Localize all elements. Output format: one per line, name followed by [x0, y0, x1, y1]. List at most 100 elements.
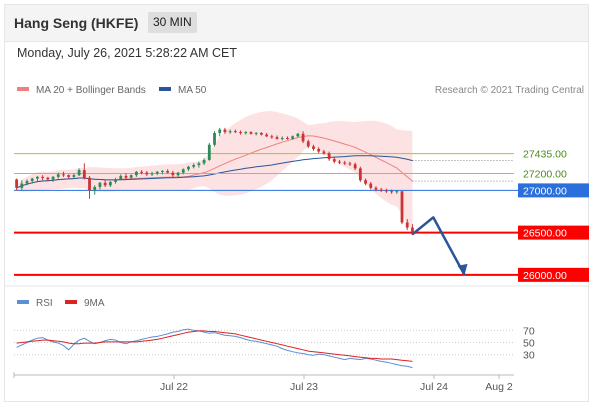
candle-body	[233, 131, 237, 133]
chart-widget: Hang Seng (HKFE) 30 MIN Monday, July 26,…	[4, 4, 589, 402]
candle-body	[41, 176, 45, 178]
candle-body	[82, 170, 86, 178]
candle-body	[62, 174, 65, 176]
candle-body	[20, 183, 24, 188]
legend-swatch-2	[159, 87, 171, 91]
candle-body	[364, 180, 367, 184]
candle-body	[306, 141, 310, 147]
candle-body	[98, 182, 102, 188]
candle-body	[207, 144, 211, 160]
x-axis-tick-label: Aug 2	[485, 381, 513, 393]
candle-body	[265, 134, 269, 137]
support-level-label: 26000.00	[523, 270, 567, 282]
candle-body	[374, 187, 378, 190]
candle-body	[145, 172, 149, 175]
candle-body	[103, 182, 107, 186]
candle-body	[108, 181, 112, 186]
candle-body	[114, 179, 117, 182]
candle-body	[155, 171, 159, 174]
rsi-legend-swatch-1	[17, 300, 29, 304]
candle-body	[332, 159, 336, 162]
candle-body	[327, 153, 331, 160]
candle-body	[379, 189, 383, 191]
candle-body	[254, 132, 258, 134]
x-axis-tick-label: Jul 23	[290, 381, 318, 393]
candle-body	[150, 173, 154, 175]
bollinger-band	[16, 111, 413, 232]
candle-body	[338, 161, 341, 163]
candle-body	[197, 163, 201, 166]
support-level-tag	[518, 267, 589, 282]
candle-body	[129, 175, 133, 178]
candle-body	[223, 129, 227, 133]
forecast-arrowhead	[457, 263, 468, 275]
candle-body	[353, 164, 357, 169]
candle-body	[301, 133, 305, 142]
candle-body	[249, 132, 253, 134]
candle-body	[181, 169, 185, 173]
candle-body	[46, 177, 50, 180]
candle-body	[400, 191, 404, 223]
rsi-tick-label: 50	[523, 338, 535, 350]
candle-body	[166, 170, 170, 173]
candle-body	[239, 132, 242, 134]
candle-body	[259, 132, 263, 135]
candle-body	[30, 178, 34, 182]
support-level-label: 26500.00	[523, 228, 567, 240]
x-axis-tick-label: Jul 22	[160, 381, 188, 393]
candle-body	[291, 136, 295, 139]
rsi-legend-label-1: RSI	[36, 298, 53, 309]
x-axis-tick-label: Jul 24	[420, 381, 448, 393]
candle-body	[88, 177, 91, 191]
candle-body	[187, 166, 190, 170]
candle-body	[405, 222, 409, 228]
interval-badge[interactable]: 30 MIN	[148, 12, 197, 33]
rsi-ma-line	[16, 330, 413, 362]
candle-body	[56, 174, 60, 177]
widget-header: Hang Seng (HKFE) 30 MIN	[5, 5, 588, 42]
rsi-legend-label-2: 9MA	[84, 298, 105, 309]
candle-body	[51, 176, 55, 180]
candle-body	[93, 187, 97, 191]
candle-body	[202, 159, 206, 164]
candle-body	[218, 129, 222, 133]
candle-body	[25, 181, 29, 184]
candle-body	[213, 132, 216, 145]
candle-body	[72, 175, 76, 177]
candle-body	[312, 146, 315, 149]
rsi-legend-swatch-2	[65, 300, 77, 304]
candle-body	[348, 163, 352, 165]
candle-body	[67, 175, 71, 177]
candle-body	[317, 148, 321, 152]
candle-body	[275, 137, 279, 139]
candle-body	[36, 176, 39, 179]
candle-body	[140, 171, 144, 173]
candle-body	[322, 151, 326, 154]
forecast-arrow	[411, 216, 466, 276]
candle-body	[77, 170, 81, 176]
candle-body	[280, 138, 284, 140]
candle-body	[384, 190, 388, 192]
legend-label-2: MA 50	[178, 85, 207, 96]
resistance-level-label: 27200.00	[523, 168, 567, 180]
candle-body	[244, 132, 248, 134]
rsi-tick-label: 30	[523, 350, 535, 362]
candle-body	[395, 191, 399, 193]
candle-body	[124, 176, 128, 178]
candle-body	[411, 227, 414, 235]
instrument-title: Hang Seng (HKFE)	[14, 15, 139, 31]
candle-body	[15, 179, 19, 188]
pivot-level-tag	[518, 183, 589, 198]
candle-body	[134, 171, 138, 176]
legend-label-1: MA 20 + Bollinger Bands	[36, 85, 146, 96]
candle-body	[390, 191, 394, 193]
resistance-level-label: 27435.00	[523, 149, 567, 161]
candle-body	[286, 138, 289, 140]
candle-body	[171, 172, 175, 176]
candle-body	[192, 165, 196, 167]
legend-swatch-1	[17, 87, 29, 91]
candle-body	[119, 176, 123, 180]
candle-body	[270, 136, 274, 138]
rsi-tick-label: 70	[523, 325, 535, 337]
